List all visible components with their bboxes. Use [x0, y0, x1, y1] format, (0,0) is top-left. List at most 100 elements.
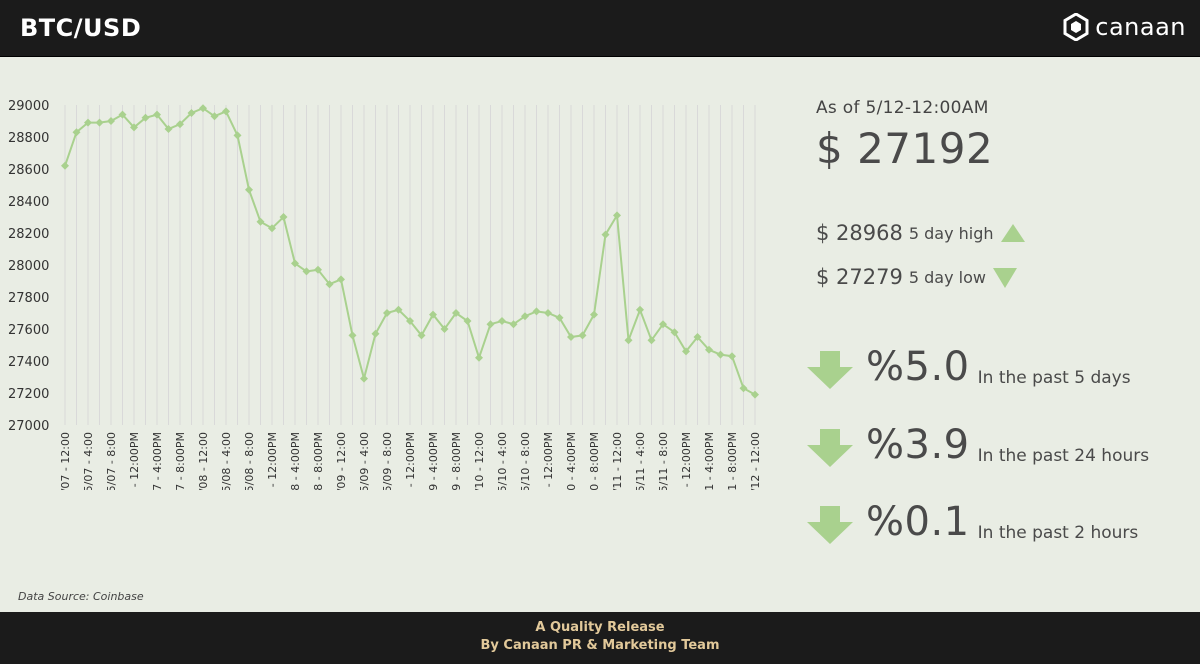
x-tick-label: 05/08 - 4:00PM: [289, 432, 302, 490]
footer-line-1: A Quality Release: [535, 620, 665, 635]
data-point: [406, 317, 414, 325]
change-percent: %0.1: [866, 499, 970, 545]
data-point: [521, 312, 529, 321]
x-tick-label: 05/09 - 4:00PM: [427, 432, 440, 490]
five-day-high: $ 28968 5 day high: [816, 218, 1026, 248]
brand-logo: canaan: [1063, 12, 1186, 42]
x-tick-label: 05/10 - 8:00PM: [588, 432, 601, 490]
data-point: [176, 120, 184, 129]
x-tick-label: 05/08 - 12:00: [197, 432, 210, 490]
change-desc: In the past 24 hours: [977, 446, 1150, 466]
low-label: 5 day low: [908, 267, 986, 287]
x-tick-label: 05/08 - 12:00PM: [266, 432, 279, 490]
arrow-down-icon: [807, 506, 853, 544]
data-point: [383, 309, 391, 317]
as-of-timestamp: As of 5/12-12:00AM: [816, 98, 989, 118]
data-point: [659, 320, 667, 329]
data-point: [463, 317, 472, 325]
data-point: [141, 113, 150, 122]
data-point: [601, 230, 610, 239]
data-point: [544, 309, 552, 317]
x-tick-label: 05/10 - 12:00PM: [542, 432, 555, 490]
data-point: [670, 328, 679, 337]
top-bar: BTC/USD canaan: [0, 0, 1200, 57]
y-tick-label: 28600: [8, 163, 49, 178]
data-point: [314, 265, 322, 274]
data-point: [452, 309, 460, 317]
data-point: [72, 128, 81, 137]
x-tick-label: 05/12 - 12:00: [749, 432, 762, 490]
y-tick-label: 27800: [8, 291, 49, 306]
data-point: [751, 390, 759, 399]
x-tick-label: 05/08 - 4:00: [220, 432, 233, 490]
x-tick-label: 05/07 - 8:00: [105, 432, 118, 490]
data-point: [705, 345, 713, 354]
x-tick-label: 05/09 - 8:00PM: [450, 432, 463, 490]
data-point: [279, 213, 288, 221]
x-tick-label: 05/07 - 12:00: [59, 432, 72, 490]
x-tick-label: 05/09 - 12:00: [335, 432, 348, 490]
x-tick-label: 05/07 - 8:00PM: [174, 432, 187, 490]
x-tick-label: 05/09 - 8:00: [381, 432, 394, 490]
data-point: [268, 224, 276, 233]
data-point: [578, 331, 587, 340]
data-point: [210, 112, 219, 121]
data-point: [647, 336, 656, 345]
data-point: [590, 310, 598, 319]
data-point: [118, 110, 127, 119]
data-point: [222, 107, 230, 116]
data-point: [429, 310, 437, 319]
line-chart: 27000 27200 27400 27600 27800 28000 28200 28400…: [8, 99, 762, 523]
pair-title: BTC/USD: [20, 14, 142, 42]
price-chart: 27000 27200 27400 27600 27800 28000 28200 28400…: [0, 90, 790, 523]
data-point: [302, 267, 311, 276]
change-percent: %3.9: [866, 422, 970, 468]
x-tick-label: 05/07 - 12:00PM: [128, 432, 141, 490]
data-point: [164, 125, 173, 133]
footer-line-2: By Canaan PR & Marketing Team: [480, 638, 720, 653]
data-point: [371, 329, 380, 338]
data-point: [245, 185, 253, 194]
x-tick-label: 05/11 - 12:00PM: [680, 432, 693, 490]
y-tick-label: 27200: [8, 387, 49, 402]
y-tick-label: 27600: [8, 323, 49, 338]
x-tick-label: 05/11 - 8:00PM: [726, 432, 739, 490]
high-label: 5 day high: [908, 223, 994, 243]
data-point: [153, 110, 161, 119]
current-price: $ 27192: [816, 124, 994, 173]
data-point: [475, 353, 483, 362]
triangle-down-icon: [992, 268, 1017, 288]
data-point: [187, 109, 196, 117]
x-tick-label: 05/11 - 12:00: [611, 432, 624, 490]
data-point: [728, 352, 736, 361]
data-point: [716, 350, 725, 359]
change-row: %0.1 In the past 2 hours: [806, 495, 1138, 545]
y-tick-label: 27400: [8, 355, 49, 370]
x-tick-label: 05/09 - 12:00PM: [404, 432, 417, 490]
data-point: [498, 317, 506, 325]
x-tick-label: 05/08 - 8:00: [243, 432, 256, 490]
data-point: [624, 336, 633, 345]
data-point: [532, 307, 541, 316]
data-point: [739, 384, 748, 393]
x-tick-label: 05/11 - 4:00: [634, 432, 647, 490]
data-point: [61, 161, 69, 170]
data-point: [325, 280, 334, 289]
data-point: [107, 117, 115, 125]
data-point: [417, 331, 426, 340]
x-tick-label: 05/09 - 4:00: [358, 432, 371, 490]
data-point: [360, 374, 368, 383]
change-row: %5.0 In the past 5 days: [806, 340, 1131, 390]
y-tick-label: 29000: [8, 99, 49, 114]
y-tick-label: 28400: [8, 195, 49, 210]
y-tick-label: 28800: [8, 131, 49, 146]
data-point: [567, 333, 575, 341]
data-point: [348, 331, 357, 340]
data-point: [682, 347, 690, 356]
x-tick-label: 05/07 - 4:00: [82, 432, 95, 490]
data-point: [394, 305, 403, 314]
data-point: [693, 333, 702, 341]
data-point: [636, 305, 644, 314]
arrow-down-icon: [807, 351, 853, 389]
data-point: [199, 104, 207, 113]
